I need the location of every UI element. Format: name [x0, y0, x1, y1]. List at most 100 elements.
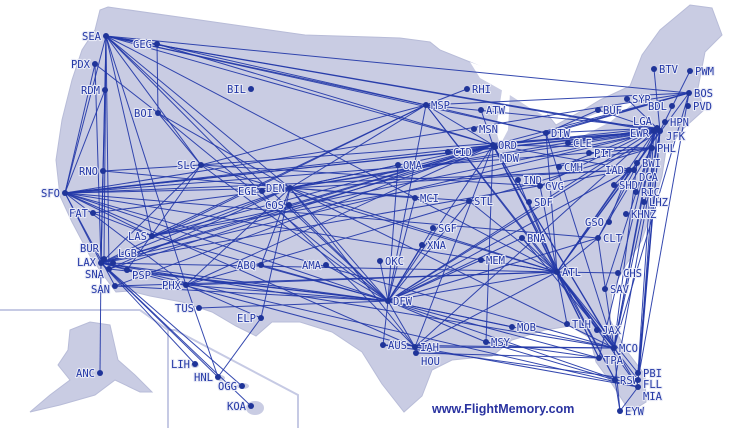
- airport-hnl[interactable]: HNL: [193, 371, 221, 385]
- airport-dot[interactable]: [412, 344, 418, 350]
- airport-dot[interactable]: [641, 199, 647, 205]
- airport-dot[interactable]: [287, 185, 293, 191]
- airport-dot[interactable]: [62, 190, 68, 196]
- airport-dot[interactable]: [651, 66, 657, 72]
- airport-jfk[interactable]: JFK: [657, 128, 687, 144]
- airport-dot[interactable]: [385, 298, 391, 304]
- airport-dot[interactable]: [602, 286, 608, 292]
- airport-dot[interactable]: [483, 339, 489, 345]
- airport-dot[interactable]: [595, 235, 601, 241]
- airport-dot[interactable]: [631, 167, 637, 173]
- airport-buf[interactable]: BUF: [595, 104, 623, 118]
- airport-gso[interactable]: GSO: [584, 216, 612, 230]
- airport-dot[interactable]: [526, 199, 532, 205]
- airport-rdm[interactable]: RDM: [80, 84, 108, 98]
- airport-eyw[interactable]: EYW: [617, 405, 646, 419]
- airport-dot[interactable]: [657, 128, 663, 134]
- airport-dot[interactable]: [611, 182, 617, 188]
- airport-btv[interactable]: BTV: [651, 63, 680, 77]
- airport-dot[interactable]: [515, 177, 521, 183]
- airport-jax[interactable]: JAX: [594, 324, 623, 338]
- airport-dot[interactable]: [649, 145, 655, 151]
- airport-sfo[interactable]: SFO: [40, 187, 68, 201]
- airport-dot[interactable]: [124, 267, 130, 273]
- airport-cvg[interactable]: CVG: [537, 180, 565, 194]
- airport-dot[interactable]: [103, 33, 109, 39]
- airport-lih[interactable]: LIH: [170, 358, 198, 372]
- airport-ord[interactable]: ORD: [490, 139, 518, 153]
- airport-dot[interactable]: [612, 377, 618, 383]
- airport-dot[interactable]: [239, 383, 245, 389]
- airport-dot[interactable]: [110, 260, 116, 266]
- airport-dot[interactable]: [564, 321, 570, 327]
- airport-sea[interactable]: SEA: [81, 30, 109, 44]
- airport-ric[interactable]: RIC: [633, 186, 661, 200]
- airport-pbi[interactable]: PBI: [635, 367, 663, 381]
- airport-msn[interactable]: MSN: [471, 123, 499, 137]
- airport-dot[interactable]: [662, 119, 668, 125]
- airport-dot[interactable]: [478, 257, 484, 263]
- airport-dot[interactable]: [537, 183, 543, 189]
- airport-dot[interactable]: [615, 270, 621, 276]
- airport-dot[interactable]: [92, 61, 98, 67]
- watermark[interactable]: www.FlightMemory.com: [432, 402, 575, 416]
- airport-pwm[interactable]: PWM: [687, 65, 715, 79]
- airport-msy[interactable]: MSY: [483, 336, 512, 350]
- airport-dot[interactable]: [606, 219, 612, 225]
- airport-rsw[interactable]: RSW: [612, 374, 641, 388]
- airport-hpn[interactable]: HPN: [662, 116, 690, 130]
- airport-dot[interactable]: [183, 282, 189, 288]
- airport-ogg[interactable]: OGG: [217, 380, 245, 394]
- airport-mem[interactable]: MEM: [478, 254, 506, 268]
- airport-shd[interactable]: SHD: [611, 179, 639, 193]
- airport-mdw[interactable]: MDW: [492, 144, 521, 166]
- airport-dot[interactable]: [623, 211, 629, 217]
- airport-cos[interactable]: COS: [264, 199, 292, 213]
- airport-lax[interactable]: LAX: [76, 256, 104, 270]
- airport-dot[interactable]: [97, 370, 103, 376]
- airport-dot[interactable]: [430, 225, 436, 231]
- airport-cmh[interactable]: CMH: [556, 161, 584, 175]
- airport-fll[interactable]: FLL: [635, 377, 663, 392]
- airport-dot[interactable]: [617, 408, 623, 414]
- airport-dot[interactable]: [286, 202, 292, 208]
- airport-pit[interactable]: PIT: [586, 147, 615, 161]
- airport-rno[interactable]: RNO: [78, 165, 106, 179]
- airport-dot[interactable]: [471, 126, 477, 132]
- airport-dot[interactable]: [258, 315, 264, 321]
- airport-sna[interactable]: SNA: [84, 266, 112, 282]
- airport-dot[interactable]: [196, 305, 202, 311]
- airport-dot[interactable]: [106, 266, 112, 272]
- airport-pdx[interactable]: PDX: [70, 58, 98, 72]
- airport-abq[interactable]: ABQ: [236, 259, 264, 273]
- airport-dot[interactable]: [669, 103, 675, 109]
- airport-dot[interactable]: [651, 128, 657, 134]
- airport-anc[interactable]: ANC: [75, 367, 103, 381]
- airport-bna[interactable]: BNA: [519, 232, 548, 246]
- airport-dot[interactable]: [323, 262, 329, 268]
- airport-khnz[interactable]: KHNZ: [623, 208, 657, 222]
- airport-dot[interactable]: [685, 103, 691, 109]
- airport-dot[interactable]: [423, 102, 429, 108]
- airport-dot[interactable]: [98, 260, 104, 266]
- airport-dot[interactable]: [215, 374, 221, 380]
- airport-dot[interactable]: [258, 262, 264, 268]
- airport-bos[interactable]: BOS: [686, 87, 714, 101]
- airport-xna[interactable]: XNA: [419, 239, 448, 253]
- airport-dot[interactable]: [687, 68, 693, 74]
- airport-tlh[interactable]: TLH: [564, 318, 592, 332]
- airport-hou[interactable]: HOU: [413, 350, 441, 369]
- airport-ewr[interactable]: EWR: [629, 127, 657, 141]
- airport-dot[interactable]: [595, 107, 601, 113]
- airport-dot[interactable]: [554, 269, 560, 275]
- airport-dot[interactable]: [596, 355, 602, 361]
- airport-mob[interactable]: MOB: [509, 321, 537, 335]
- airport-dot[interactable]: [624, 96, 630, 102]
- airport-aus[interactable]: AUS: [380, 339, 408, 353]
- airport-bil[interactable]: BIL: [226, 83, 254, 97]
- airport-dot[interactable]: [635, 377, 641, 383]
- airport-dot[interactable]: [686, 90, 692, 96]
- airport-cle[interactable]: CLE: [565, 137, 593, 151]
- airport-las[interactable]: LAS: [127, 230, 155, 244]
- airport-msp[interactable]: MSP: [423, 99, 451, 113]
